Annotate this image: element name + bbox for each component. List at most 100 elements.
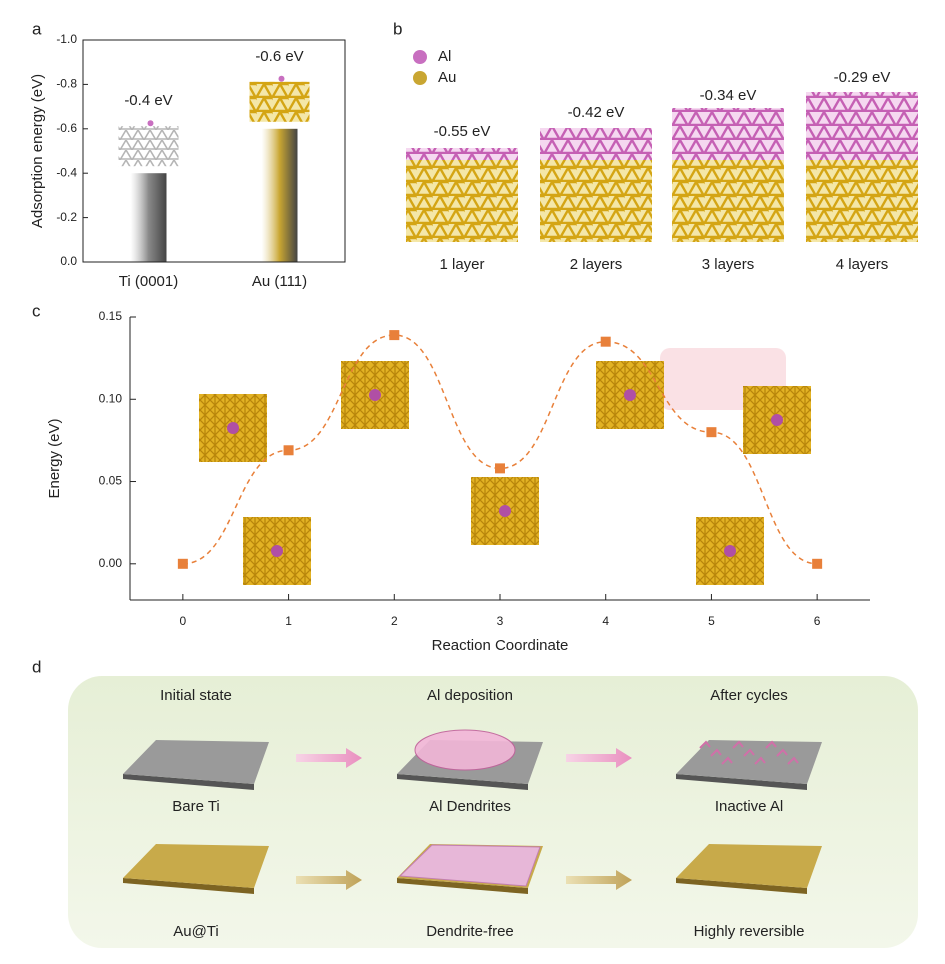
panel-label: a bbox=[32, 19, 42, 38]
plate-top bbox=[123, 844, 269, 888]
legend-swatch bbox=[413, 50, 427, 64]
y-tick-label: -0.2 bbox=[56, 210, 77, 224]
inactive-al bbox=[754, 756, 766, 765]
x-tick-label: 2 bbox=[391, 614, 398, 628]
inactive-al bbox=[787, 756, 799, 765]
plate-top bbox=[676, 844, 822, 888]
energy-label: -0.29 eV bbox=[834, 69, 891, 86]
structure bbox=[249, 81, 310, 122]
point bbox=[177, 558, 188, 569]
plate-side bbox=[397, 774, 528, 790]
al-layers bbox=[806, 92, 918, 160]
energy-label: -0.42 eV bbox=[568, 104, 625, 121]
plate-side bbox=[123, 878, 254, 894]
panel-label: b bbox=[393, 19, 402, 38]
y-tick-label: -0.8 bbox=[56, 77, 77, 91]
axis-box bbox=[82, 39, 346, 263]
y-tick-label: 0.0 bbox=[60, 254, 77, 268]
legend-label: Au bbox=[438, 69, 456, 86]
arrow bbox=[566, 748, 632, 768]
x-tick-label: 5 bbox=[708, 614, 715, 628]
legend-label: Al bbox=[438, 48, 451, 65]
x-tick-label: 1 bbox=[285, 614, 292, 628]
structures bbox=[406, 92, 918, 242]
au-slab bbox=[406, 160, 518, 242]
dendrites bbox=[414, 729, 516, 771]
inactive-al bbox=[721, 756, 733, 765]
plate-side bbox=[676, 774, 807, 790]
inset-atom bbox=[227, 422, 239, 434]
plate-label: Dendrite-free bbox=[426, 923, 514, 940]
au-slab bbox=[806, 160, 918, 242]
value-label: -0.6 eV bbox=[255, 48, 303, 65]
energy-label: -0.34 eV bbox=[700, 87, 757, 104]
value-label: -0.4 eV bbox=[124, 92, 172, 109]
structure bbox=[118, 126, 179, 167]
plate-label: Highly reversible bbox=[694, 923, 805, 940]
panel-d: Initial state Al deposition After cycles… bbox=[68, 676, 918, 948]
plate-top bbox=[676, 740, 822, 784]
x-tick-label: 6 bbox=[814, 614, 821, 628]
energy-label: -0.55 eV bbox=[434, 123, 491, 140]
al-layers bbox=[406, 148, 518, 160]
au-slab bbox=[672, 160, 784, 242]
legend-swatch bbox=[413, 71, 427, 85]
inset-atom bbox=[771, 414, 783, 426]
x-axis-label: Reaction Coordinate bbox=[432, 637, 569, 654]
point bbox=[812, 558, 823, 569]
point bbox=[600, 336, 611, 347]
plate-label: Inactive Al bbox=[715, 798, 783, 815]
y-axis-label: Adsorption energy (eV) bbox=[29, 74, 46, 228]
layer-label: 1 layer bbox=[439, 256, 484, 273]
arrow bbox=[566, 870, 632, 890]
column-title: Al deposition bbox=[427, 687, 513, 704]
x-tick-label: 4 bbox=[602, 614, 609, 628]
layer-label: 3 layers bbox=[702, 256, 755, 273]
point bbox=[283, 445, 294, 456]
bar bbox=[261, 128, 298, 262]
inset-atom bbox=[271, 545, 283, 557]
inactive-al bbox=[699, 740, 711, 749]
column-title: Initial state bbox=[160, 687, 232, 704]
al-layers bbox=[672, 108, 784, 160]
plate-side bbox=[123, 774, 254, 790]
panel-label: c bbox=[32, 301, 41, 320]
plate-label: Al Dendrites bbox=[429, 798, 511, 815]
al-film bbox=[398, 844, 541, 887]
plates bbox=[123, 729, 822, 894]
plate-side bbox=[676, 878, 807, 894]
y-axis-label: Energy (eV) bbox=[46, 418, 63, 498]
plate-top bbox=[123, 740, 269, 784]
plate-side bbox=[397, 878, 528, 894]
y-tick-label: -1.0 bbox=[56, 32, 77, 46]
y-tick-label: 0.10 bbox=[99, 391, 123, 405]
plate-label: Au@Ti bbox=[173, 923, 219, 940]
y-tick-label: -0.4 bbox=[56, 165, 77, 179]
plate-label: Bare Ti bbox=[172, 798, 220, 815]
arrow bbox=[296, 748, 362, 768]
panel-b: Al Au -0.55 eV -0.42 eV -0.34 eV -0.29 e… bbox=[406, 48, 918, 273]
x-tick-label: 0 bbox=[180, 614, 187, 628]
inset-atom bbox=[624, 389, 636, 401]
y-tick-label: 0.05 bbox=[99, 474, 123, 488]
inset-atom bbox=[724, 545, 736, 557]
au-slab bbox=[540, 160, 652, 242]
y-tick-label: -0.6 bbox=[56, 121, 77, 135]
y-tick-label: 0.15 bbox=[99, 309, 123, 323]
panel-label: d bbox=[32, 657, 41, 676]
x-tick-label: Au (111) bbox=[252, 273, 307, 290]
al-layers bbox=[540, 128, 652, 160]
inactive-al bbox=[776, 748, 788, 757]
point bbox=[706, 427, 717, 438]
inactive-al bbox=[732, 740, 744, 749]
adatom bbox=[278, 75, 285, 82]
layer-label: 2 layers bbox=[570, 256, 623, 273]
adatom bbox=[147, 120, 154, 127]
y-tick-label: 0.00 bbox=[99, 556, 123, 570]
inactive-al bbox=[710, 748, 722, 757]
x-tick-label: 3 bbox=[497, 614, 504, 628]
layer-label: 4 layers bbox=[836, 256, 889, 273]
x-tick-label: Ti (0001) bbox=[119, 273, 178, 290]
bar bbox=[130, 173, 167, 262]
